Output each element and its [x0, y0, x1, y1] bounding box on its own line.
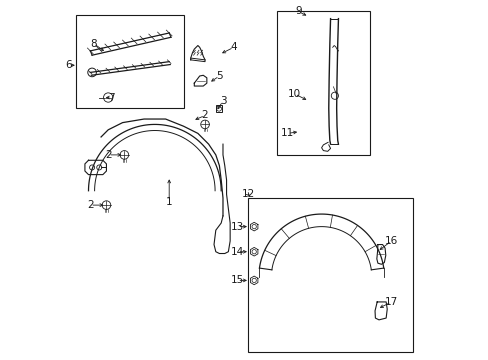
- Text: 11: 11: [280, 129, 294, 138]
- Text: 3: 3: [219, 96, 226, 106]
- Text: 2: 2: [87, 200, 93, 210]
- Text: 5: 5: [216, 71, 222, 81]
- Text: 17: 17: [384, 297, 397, 307]
- Text: 12: 12: [241, 189, 254, 199]
- Bar: [76, 15, 183, 108]
- Text: 10: 10: [287, 89, 301, 99]
- Text: 2: 2: [202, 111, 208, 121]
- Text: 7: 7: [108, 93, 115, 103]
- Bar: [215, 105, 222, 112]
- Text: 14: 14: [230, 247, 244, 257]
- Bar: [276, 12, 369, 155]
- Text: 13: 13: [230, 222, 244, 231]
- Text: 1: 1: [165, 197, 172, 207]
- Text: 8: 8: [90, 39, 97, 49]
- Text: 4: 4: [230, 42, 237, 52]
- Text: 6: 6: [65, 60, 72, 70]
- Text: 9: 9: [294, 6, 301, 17]
- Bar: [247, 198, 412, 352]
- Text: 2: 2: [105, 150, 111, 160]
- Text: 15: 15: [230, 275, 244, 285]
- Text: 16: 16: [384, 236, 397, 246]
